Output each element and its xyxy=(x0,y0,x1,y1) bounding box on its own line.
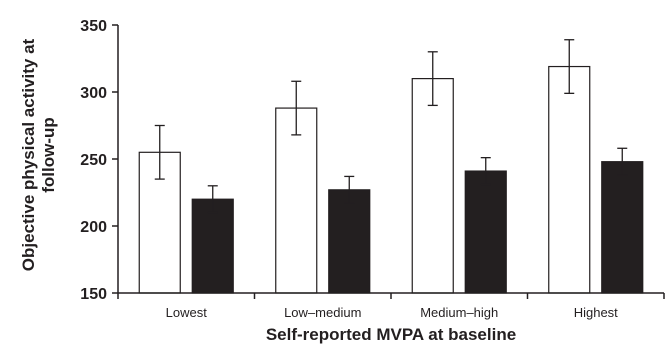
y-tick-label: 150 xyxy=(80,286,107,303)
error-bars xyxy=(154,39,628,214)
error-bar xyxy=(427,51,438,107)
x-axis-title: Self-reported MVPA at baseline xyxy=(266,325,516,344)
error-bar xyxy=(344,175,355,204)
bar-white xyxy=(275,107,318,294)
bar-black xyxy=(328,189,371,294)
y-tick-label: 300 xyxy=(80,85,107,102)
error-bar xyxy=(207,185,218,214)
x-category-label: Medium–high xyxy=(420,305,498,320)
x-category-label: Lowest xyxy=(166,305,208,320)
y-axis-ticks: 150 200 250 300 350 xyxy=(80,18,118,303)
y-tick-label: 350 xyxy=(80,18,107,35)
x-axis-ticks xyxy=(117,293,665,299)
error-bar xyxy=(564,39,575,94)
bar-black xyxy=(464,170,507,294)
bar-white xyxy=(411,77,454,294)
x-category-label: Low–medium xyxy=(284,305,361,320)
bar-white xyxy=(548,65,591,294)
x-category-label: Highest xyxy=(574,305,618,320)
bars xyxy=(138,65,644,294)
bar-black xyxy=(191,198,234,294)
y-axis-title: Objective physical activity atfollow-up xyxy=(19,38,58,271)
bar-black xyxy=(601,161,644,294)
error-bar xyxy=(154,124,165,180)
category-labels: Lowest Low–medium Medium–high Highest xyxy=(166,305,619,320)
error-bar xyxy=(291,80,302,136)
error-bar xyxy=(617,147,628,176)
y-tick-label: 200 xyxy=(80,219,107,236)
error-bar xyxy=(480,157,491,186)
y-tick-label: 250 xyxy=(80,152,107,169)
